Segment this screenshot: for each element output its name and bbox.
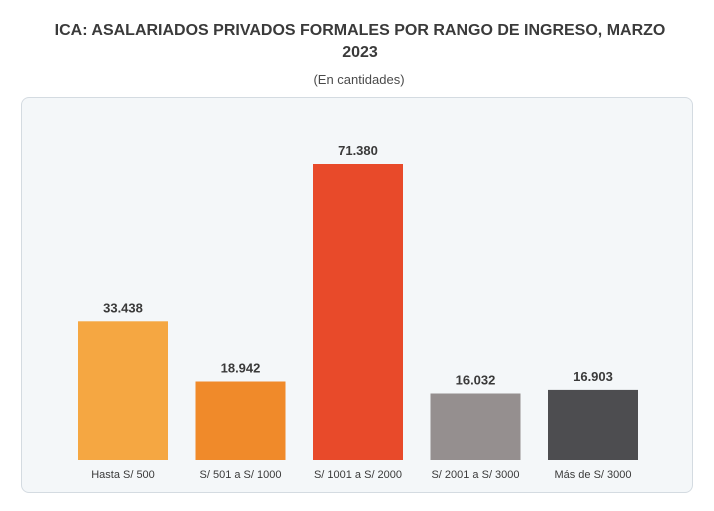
bar-0 <box>78 321 168 460</box>
category-label-2: S/ 1001 a S/ 2000 <box>314 469 402 481</box>
chart-title: ICA: ASALARIADOS PRIVADOS FORMALES POR R… <box>54 22 666 61</box>
value-label-4: 16.903 <box>573 369 613 384</box>
chart-subtitle: (En cantidades) <box>313 72 405 87</box>
value-label-1: 18.942 <box>221 361 261 376</box>
category-label-0: Hasta S/ 500 <box>91 469 155 481</box>
value-label-3: 16.032 <box>456 373 496 388</box>
value-label-0: 33.438 <box>103 300 143 315</box>
category-label-1: S/ 501 a S/ 1000 <box>200 469 282 481</box>
category-label-4: Más de S/ 3000 <box>554 469 631 481</box>
bar-4 <box>548 389 638 460</box>
bar-2 <box>313 164 403 460</box>
bar-3 <box>430 393 521 460</box>
category-label-3: S/ 2001 a S/ 3000 <box>431 469 519 481</box>
bar-1 <box>195 381 286 460</box>
value-label-2: 71.380 <box>338 143 378 158</box>
